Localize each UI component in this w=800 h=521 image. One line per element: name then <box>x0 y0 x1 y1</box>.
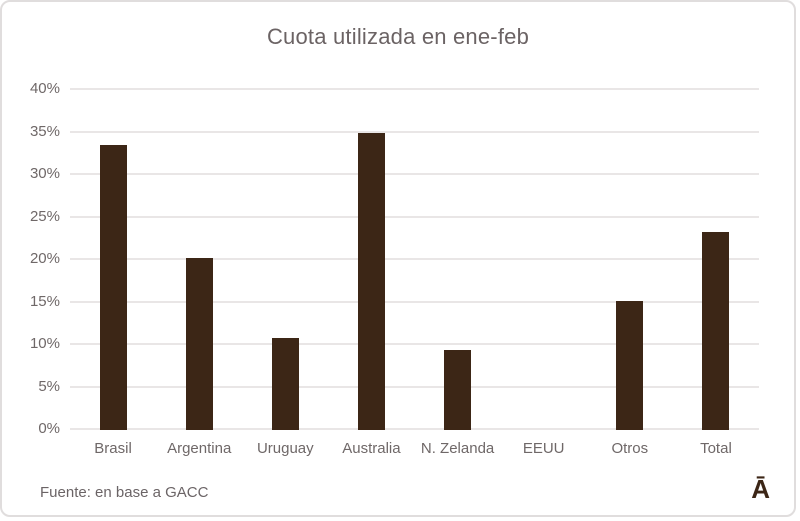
y-tick-label: 20% <box>29 250 60 267</box>
x-axis: Brasil Argentina Uruguay Australia N. Zeland… <box>70 440 759 462</box>
x-tick-label: Argentina <box>167 440 232 457</box>
x-tick-label: Brasil <box>94 440 132 457</box>
gridline <box>70 88 759 90</box>
bar-n-zelanda <box>444 350 472 430</box>
bar-brasil <box>99 145 127 430</box>
y-tick-label: 40% <box>29 80 60 97</box>
chart-title: Cuota utilizada en ene-feb <box>266 24 530 49</box>
y-tick-label: 35% <box>29 122 60 140</box>
gridline <box>70 343 759 345</box>
y-tick-label: 25% <box>29 207 60 225</box>
y-tick-label: 10% <box>29 335 60 352</box>
bar-argentina <box>185 258 213 430</box>
bar-total <box>702 231 730 430</box>
gridline <box>70 130 759 133</box>
gridline <box>70 300 759 303</box>
gridline <box>70 173 759 175</box>
plot-area <box>70 88 759 431</box>
source-note: Fuente: en base a GACC <box>40 484 209 501</box>
y-tick-label: 5% <box>38 377 60 395</box>
x-tick-label: Uruguay <box>256 440 314 457</box>
x-tick-label: Total <box>700 440 732 457</box>
brand-logo-a-macron: Ā <box>751 474 770 504</box>
gridline <box>70 428 759 430</box>
y-axis: 0% 5% 10% 15% 20% 25% 30% 35% 40% <box>2 80 60 437</box>
gridline <box>70 215 759 218</box>
bar-australia <box>357 132 385 430</box>
gridline <box>70 385 759 388</box>
x-tick-label: N. Zelanda <box>420 440 495 457</box>
y-tick-label: 15% <box>29 292 60 310</box>
gridline <box>70 258 759 260</box>
y-tick-label: 30% <box>29 165 60 182</box>
x-tick-label: Otros <box>611 440 649 457</box>
y-tick-label: 0% <box>38 420 60 437</box>
bar-otros <box>616 300 644 430</box>
x-tick-label: EEUU <box>522 440 565 457</box>
x-tick-label: Australia <box>342 440 401 457</box>
bar-uruguay <box>271 338 299 430</box>
